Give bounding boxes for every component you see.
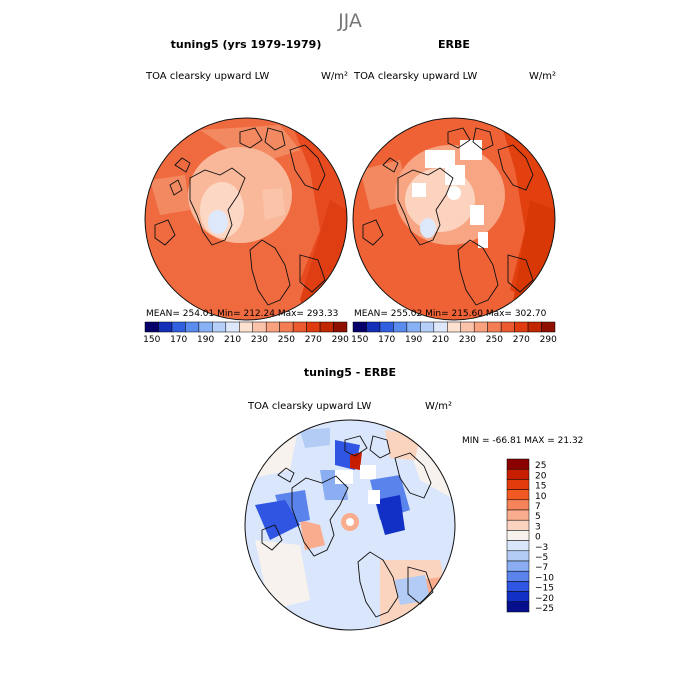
diff-colorbar-swatch: [506, 458, 530, 470]
panel2-map: [352, 117, 556, 321]
panel1-stats: MEAN= 254.01 Min= 212.24 Max= 293.33: [146, 309, 338, 319]
panel1-colorbar-swatch: [252, 321, 267, 333]
diff-colorbar-tick-label: 7: [535, 502, 541, 512]
panel1-colorbar-swatch: [279, 321, 294, 333]
panel1-colorbar-swatch: [171, 321, 186, 333]
panel1-colorbar-swatch: [185, 321, 200, 333]
diff-colorbar-swatch: [506, 540, 530, 552]
panel2-colorbar-swatch: [352, 321, 367, 333]
panel1-map: [144, 117, 348, 321]
diff-colorbar-tick-label: 3: [535, 522, 541, 532]
panel2-colorbar-swatch: [527, 321, 542, 333]
panel2-colorbar-swatch: [379, 321, 394, 333]
panel1-colorbar-swatch: [144, 321, 159, 333]
panel1-colorbar-swatch: [212, 321, 227, 333]
panel1-colorbar-tick-label: 250: [278, 335, 295, 345]
panel1-colorbar-swatch: [306, 321, 321, 333]
panel2-units: W/m²: [529, 71, 556, 82]
panel2-colorbar-swatch: [366, 321, 381, 333]
diff-colorbar-tick-label: −25: [535, 604, 554, 614]
diff-title: tuning5 - ERBE: [304, 366, 396, 379]
panel1-colorbar-tick-label: 170: [170, 335, 187, 345]
panel2-colorbar: 150 170 190 210 230 250 270 290: [351, 321, 557, 345]
panel2-colorbar-tick-label: 170: [378, 335, 395, 345]
diff-variable: TOA clearsky upward LW: [247, 401, 371, 412]
diff-colorbar-tick-label: −3: [535, 543, 548, 553]
diff-colorbar-tick-label: −15: [535, 584, 554, 594]
diff-colorbar-tick-label: 20: [535, 471, 547, 481]
panel1-colorbar-tick-label: 150: [143, 335, 160, 345]
diff-colorbar-swatch: [506, 519, 530, 531]
diff-colorbar-swatch: [506, 591, 530, 603]
panel1-colorbar-swatch: [265, 321, 280, 333]
panel2-colorbar-swatch: [473, 321, 488, 333]
panel1-colorbar-tick-label: 210: [224, 335, 241, 345]
panel1-colorbar-swatch: [319, 321, 334, 333]
diff-colorbar-tick-label: 5: [535, 512, 541, 522]
panel1-colorbar: 150 170 190 210 230 250 270 290: [143, 321, 349, 345]
diff-colorbar-swatch: [506, 560, 530, 572]
panel2-colorbar-tick-label: 270: [513, 335, 530, 345]
panel2-colorbar-swatch: [514, 321, 529, 333]
panel2-variable: TOA clearsky upward LW: [353, 71, 477, 82]
panel2-colorbar-swatch: [460, 321, 475, 333]
panel1-colorbar-tick-label: 230: [251, 335, 268, 345]
diff-colorbar-tick-label: −10: [535, 573, 554, 583]
diff-units: W/m²: [425, 401, 452, 412]
panel2-colorbar-swatch: [406, 321, 421, 333]
diff-colorbar-swatch: [506, 509, 530, 521]
panel2-colorbar-swatch: [420, 321, 435, 333]
diff-colorbar-swatch: [506, 581, 530, 592]
diff-stats: MIN = -66.81 MAX = 21.32: [462, 436, 583, 446]
diff-colorbar-tick-label: 0: [535, 533, 541, 543]
panel2-stats: MEAN= 255.02 Min= 215.60 Max= 302.70: [354, 309, 547, 319]
panel1-colorbar-swatch: [158, 321, 173, 333]
panel2-colorbar-tick-label: 190: [405, 335, 422, 345]
diff-colorbar-tick-label: 15: [535, 482, 546, 492]
diff-colorbar-tick-label: −7: [535, 563, 548, 573]
panel2-colorbar-tick-label: 150: [351, 335, 368, 345]
panel1-colorbar-tick-label: 190: [197, 335, 214, 345]
diff-colorbar-swatch: [506, 499, 530, 511]
diff-colorbar-swatch: [506, 601, 530, 613]
diff-colorbar-tick-label: −5: [535, 553, 548, 563]
panel2-colorbar-swatch: [500, 321, 515, 333]
panel1-colorbar-swatch: [239, 321, 253, 333]
diff-colorbar-tick-label: 25: [535, 461, 546, 471]
panel1-colorbar-swatch: [333, 321, 348, 333]
diff-colorbar-tick-label: −20: [535, 594, 554, 604]
panel2-colorbar-swatch: [487, 321, 502, 333]
panel2-colorbar-swatch: [393, 321, 408, 333]
panel1-title: tuning5 (yrs 1979-1979): [171, 38, 322, 51]
diff-colorbar-swatch: [506, 530, 530, 541]
panel2-title: ERBE: [438, 38, 470, 51]
panel2-colorbar-swatch: [447, 321, 461, 333]
panel2-colorbar-tick-label: 250: [486, 335, 503, 345]
panel1-colorbar-swatch: [198, 321, 213, 333]
diff-colorbar-tick-label: 10: [535, 492, 547, 502]
diff-colorbar-swatch: [506, 550, 530, 562]
panel2-colorbar-swatch: [541, 321, 556, 333]
panel1-colorbar-swatch: [225, 321, 240, 333]
panel2-colorbar-tick-label: 230: [459, 335, 476, 345]
diff-colorbar-swatch: [506, 468, 530, 480]
figure-title: JJA: [337, 10, 362, 32]
diff-colorbar-swatch: [506, 489, 530, 501]
panel1-colorbar-swatch: [292, 321, 307, 333]
panel1-units: W/m²: [321, 71, 348, 82]
panel1-variable: TOA clearsky upward LW: [145, 71, 269, 82]
panel1-colorbar-tick-label: 290: [332, 335, 349, 345]
panel2-colorbar-tick-label: 290: [540, 335, 557, 345]
diff-colorbar-swatch: [506, 570, 530, 582]
panel1-colorbar-tick-label: 270: [305, 335, 322, 345]
diff-colorbar-swatch: [506, 479, 530, 490]
panel2-colorbar-swatch: [433, 321, 448, 333]
diff-map: [244, 419, 456, 631]
panel2-colorbar-tick-label: 210: [432, 335, 449, 345]
